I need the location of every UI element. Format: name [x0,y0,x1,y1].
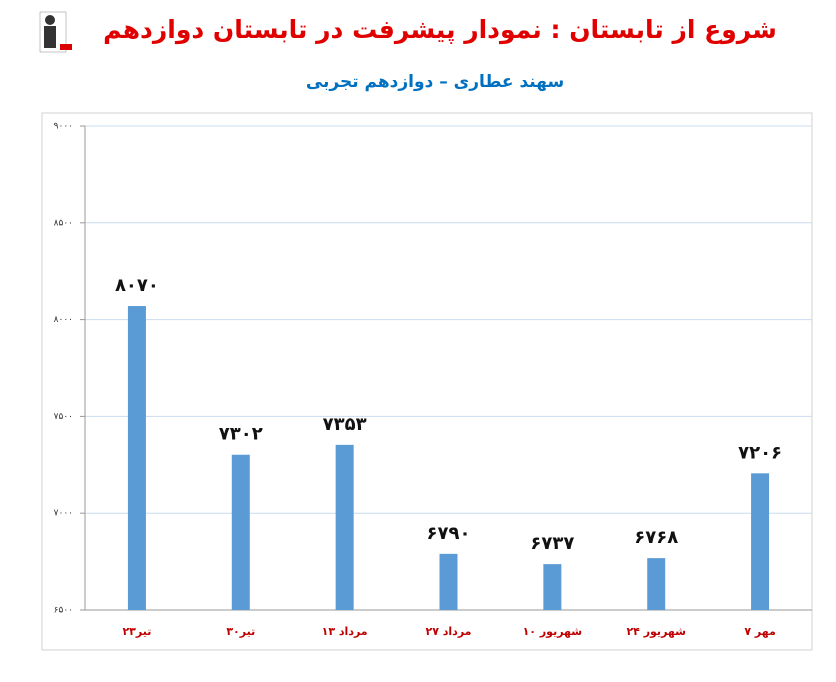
x-tick-label: ۱۳ مرداد [322,625,368,638]
x-tick-label: ۱۰ شهریور [523,625,583,638]
y-tick-label: ۷۵۰۰ [54,412,73,422]
value-label: ۷۲۰۶ [738,442,782,463]
value-label: ۶۷۳۷ [530,533,574,554]
bar [231,454,250,610]
x-tick-label: ۲۳تیر [122,625,151,638]
x-tick-label: ۳۰تیر [226,625,255,638]
chart-subtitle: سهند عطاری – دوازدهم تجربی [306,72,564,92]
value-label: ۶۷۹۰ [427,523,471,544]
y-tick-label: ۸۵۰۰ [54,218,73,228]
x-tick-label: ۷ مهر [744,625,775,638]
y-tick-label: ۶۵۰۰ [54,606,73,616]
bar [335,444,354,610]
bar [439,553,458,610]
value-label: ۷۳۰۲ [219,424,263,445]
value-label: ۶۷۶۸ [634,527,678,548]
bar [751,473,770,610]
bar [543,564,562,610]
chart-title: شروع از تابستان : نمودار پیشرفت در تابست… [103,15,777,45]
y-tick-label: ۷۰۰۰ [54,509,73,519]
y-tick-label: ۹۰۰۰ [54,122,73,132]
bar [127,306,146,610]
x-tick-label: ۲۴ شهریور [626,625,686,638]
y-tick-label: ۸۰۰۰ [54,315,73,325]
x-tick-label: ۲۷ مرداد [426,625,472,638]
value-label: ۸۰۷۰ [115,275,159,296]
logo [39,11,72,53]
plot-frame [41,112,813,651]
value-label: ۷۳۵۳ [323,414,367,435]
bar [647,558,666,610]
